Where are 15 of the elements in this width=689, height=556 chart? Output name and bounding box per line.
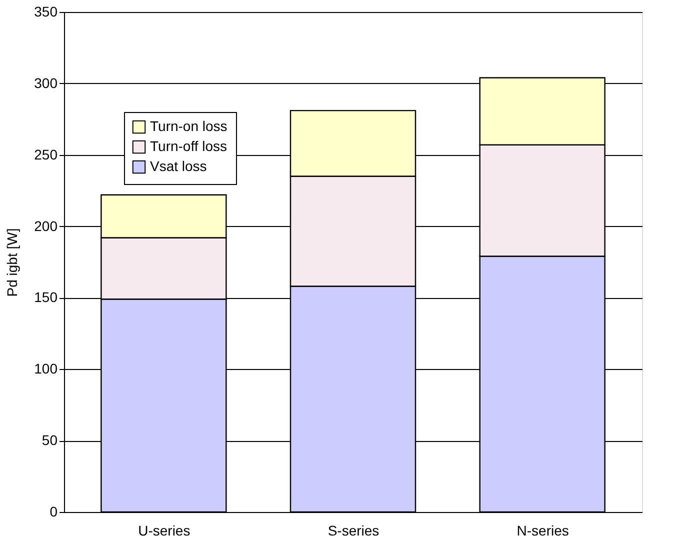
legend-label: Turn-on loss	[150, 118, 228, 134]
y-tick-label: 50	[42, 432, 58, 448]
legend-label: Turn-off loss	[150, 138, 228, 154]
y-axis-title: Pd igbt [W]	[4, 228, 20, 297]
x-tick-label: N-series	[516, 522, 569, 538]
y-tick-label: 100	[34, 360, 58, 377]
legend-label: Vsat loss	[150, 158, 207, 174]
y-tick-label: 350	[34, 4, 58, 20]
x-tick-label: U-series	[138, 522, 190, 538]
y-tick-label: 250	[34, 146, 58, 162]
y-tick-label: 0	[50, 504, 58, 520]
x-tick-label: S-series	[328, 522, 380, 538]
y-tick-label: 200	[34, 218, 58, 234]
y-tick-label: 150	[34, 289, 58, 306]
y-tick-label: 300	[34, 74, 58, 91]
